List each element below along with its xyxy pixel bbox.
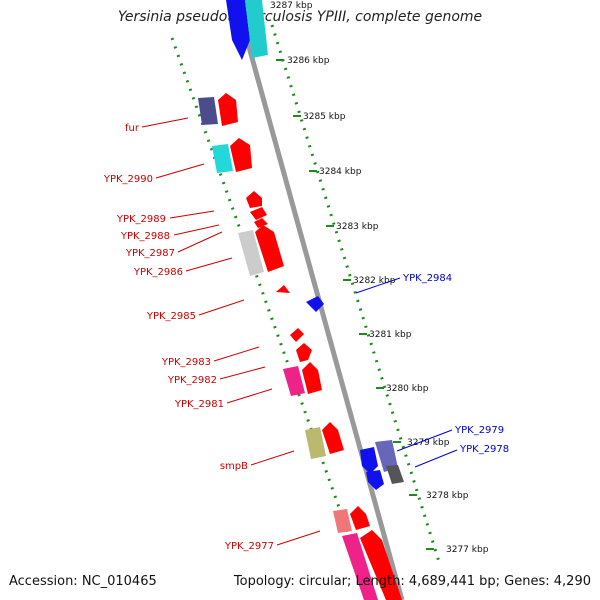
ruler-label: 3283 kbp [336,222,379,232]
gene-label-ypk-2978: YPK_2978 [459,444,509,455]
gene-label-ypk-2983: YPK_2983 [161,357,211,368]
ruler-label: 3286 kbp [287,56,330,66]
ruler-label: 3285 kbp [303,112,346,122]
gene-label-ypk-2977: YPK_2977 [224,541,274,552]
ruler-label: 3278 kbp [426,491,469,501]
gene-label-ypk-2979: YPK_2979 [454,425,504,436]
gene-label-ypk-2986: YPK_2986 [133,267,183,278]
genome-summary-label: Topology: circular; Length: 4,689,441 bp… [233,574,591,589]
gene-smpb [322,422,344,454]
gene-label-ypk-2989: YPK_2989 [116,214,166,225]
gene-label-ypk-2988: YPK_2988 [120,231,170,242]
gene-ypk-2989 [246,191,262,208]
ruler-label: 3281 kbp [369,330,412,340]
gene-ypk-2982 [296,343,312,362]
gene-ypk-2988 [250,207,267,220]
gene-ypk-2978-a [366,470,384,490]
gene-ypk-2986-partner [238,230,264,276]
gene-fur-partner [198,97,218,125]
gene-ypk-2977-partner [333,509,352,533]
gene-ypk-2986 [255,225,284,272]
gene-label-ypk-2982: YPK_2982 [167,375,217,386]
map-title: Yersinia pseudotuberculosis YPIII, compl… [117,9,483,25]
gene-label-ypk-2984: YPK_2984 [402,273,452,284]
ruler-label: 3279 kbp [407,438,450,448]
gene-ypk-2979-a [360,447,378,474]
gene-ypk-2983 [290,328,304,342]
gene-ypk-2985 [276,285,290,293]
forward-leader-lines [141,117,321,546]
inner-tick-track [270,24,442,566]
gene-ypk-2981 [302,362,322,394]
ruler-label: 3282 kbp [353,276,396,286]
gene-ypk-2990 [230,138,252,172]
gene-fur [218,93,238,126]
gene-ypk-2984 [306,296,324,312]
gene-label-ypk-2990: YPK_2990 [103,174,153,185]
reverse-gene-arrow [226,0,250,60]
gene-label-smpb: smpB [220,461,248,472]
ruler-ticks [276,59,434,550]
gene-blocks [198,0,404,600]
reverse-gene-block [245,0,268,58]
gene-ypk-2977-c [360,530,402,600]
gene-label-ypk-2985: YPK_2985 [146,311,196,322]
gene-label-ypk-2987: YPK_2987 [125,248,175,259]
ruler-label: 3280 kbp [386,384,429,394]
gene-label-fur: fur [125,123,140,134]
gene-ypk-2981-partner [283,366,305,396]
gene-ypk-2987 [254,218,268,228]
accession-label: Accession: NC_010465 [9,574,157,589]
ruler-label: 3277 kbp [446,545,489,555]
gene-ypk-2990-partner [212,144,233,173]
reverse-leader-lines [355,277,458,468]
gene-smpb-partner [305,427,326,459]
gene-ypk-2977-b [342,533,378,600]
gene-label-ypk-2981: YPK_2981 [174,399,224,410]
outer-tick-track [170,37,374,600]
gene-ypk-2977-a [350,506,370,530]
gene-ypk-2978-b [386,465,404,484]
gene-ypk-2979-b [375,440,398,472]
ruler-label: 3284 kbp [319,167,362,177]
ruler-label: 3287 kbp [270,1,313,11]
